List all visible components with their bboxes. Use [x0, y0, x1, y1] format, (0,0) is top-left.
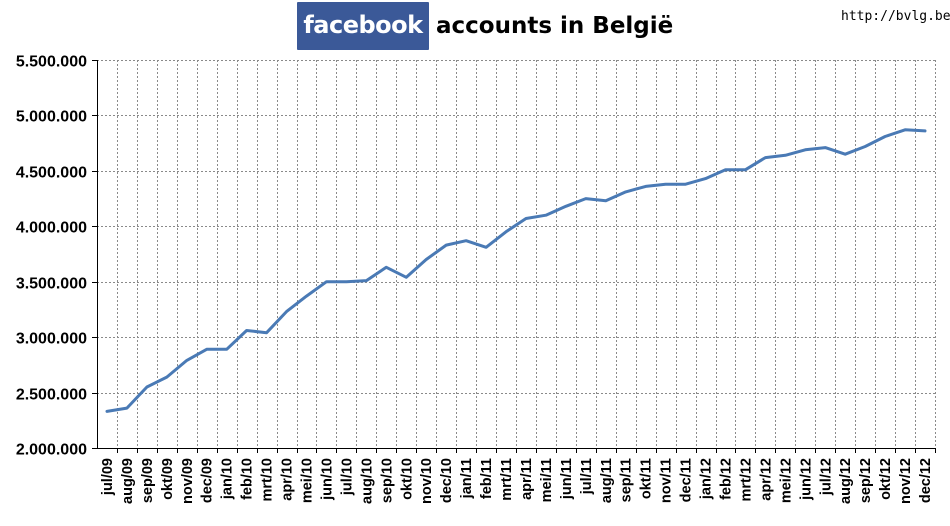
x-tick-label: mrt/12 [738, 458, 754, 502]
y-tick-label: 5.500.000 [16, 54, 87, 71]
x-tick-label: jan/10 [220, 458, 236, 500]
y-tick-label: 4.500.000 [16, 165, 87, 182]
y-tick-label: 3.000.000 [16, 331, 87, 348]
x-tick-label: feb/12 [719, 458, 735, 500]
x-tick-label: dec/10 [439, 458, 455, 503]
x-tick-label: apr/12 [758, 458, 774, 501]
x-tick-label: aug/12 [838, 458, 854, 504]
facebook-logo: facebook [297, 2, 429, 50]
x-tick-label: jan/12 [699, 458, 715, 500]
x-tick-label: feb/11 [479, 458, 495, 499]
x-tick-label: nov/12 [898, 458, 914, 504]
x-tick-label: jul/12 [818, 458, 834, 496]
y-tick-label: 5.000.000 [16, 109, 87, 126]
x-tick-label: jun/11 [559, 458, 575, 500]
x-tick-label: nov/10 [419, 458, 435, 504]
x-tick-label: mei/10 [300, 458, 316, 503]
x-tick-label: mrt/11 [499, 458, 515, 501]
x-tick-label: mei/11 [539, 458, 555, 502]
x-tick-label: jul/09 [100, 458, 116, 496]
series-accounts [105, 128, 927, 413]
x-tick-label: sep/12 [858, 458, 874, 503]
x-tick-label: okt/11 [639, 458, 655, 499]
x-tick-label: aug/10 [359, 458, 375, 504]
y-tick-label: 2.000.000 [16, 442, 87, 459]
y-axis-tick-labels: 2.000.000 2.500.000 3.000.000 3.500.000 4.00… [16, 54, 87, 459]
x-tick-label: okt/10 [399, 458, 415, 500]
x-tick-label: aug/11 [599, 458, 615, 503]
x-tick-label: nov/11 [659, 458, 675, 503]
x-tick-label: jul/10 [339, 458, 355, 496]
x-tick-label: sep/11 [619, 458, 635, 502]
x-tick-label: dec/11 [679, 458, 695, 502]
x-tick-label: sep/09 [140, 458, 156, 503]
x-tick-label: jul/11 [579, 458, 595, 495]
chart-title: accounts in België [436, 13, 674, 39]
x-tick-label: jun/10 [319, 458, 335, 501]
x-tick-label: apr/11 [519, 458, 535, 500]
x-tick-label: apr/10 [280, 458, 296, 501]
x-tick-label: dec/12 [918, 458, 934, 503]
axes [92, 60, 936, 453]
x-tick-label: okt/09 [160, 458, 176, 500]
x-tick-label: aug/09 [120, 458, 136, 504]
x-tick-label: sep/10 [379, 458, 395, 503]
source-url: http://bvlg.be [841, 9, 950, 24]
x-tick-label: mei/12 [778, 458, 794, 503]
x-tick-label: jan/11 [459, 458, 475, 499]
y-tick-label: 3.500.000 [16, 276, 87, 293]
y-tick-label: 2.500.000 [16, 387, 87, 404]
x-tick-label: jun/12 [798, 458, 814, 501]
series-line [105, 128, 927, 413]
x-tick-label: feb/10 [240, 458, 256, 500]
x-tick-label: nov/09 [180, 458, 196, 504]
x-tick-label: dec/09 [200, 458, 216, 503]
x-axis-tick-labels: jul/09 aug/09 sep/09 okt/09 nov/09 dec/09 jan/… [100, 458, 934, 504]
facebook-logo-text: facebook [303, 11, 423, 39]
grid [97, 60, 936, 448]
y-tick-label: 4.000.000 [16, 220, 87, 237]
x-tick-label: okt/12 [878, 458, 894, 500]
x-tick-label: mrt/10 [260, 458, 276, 502]
